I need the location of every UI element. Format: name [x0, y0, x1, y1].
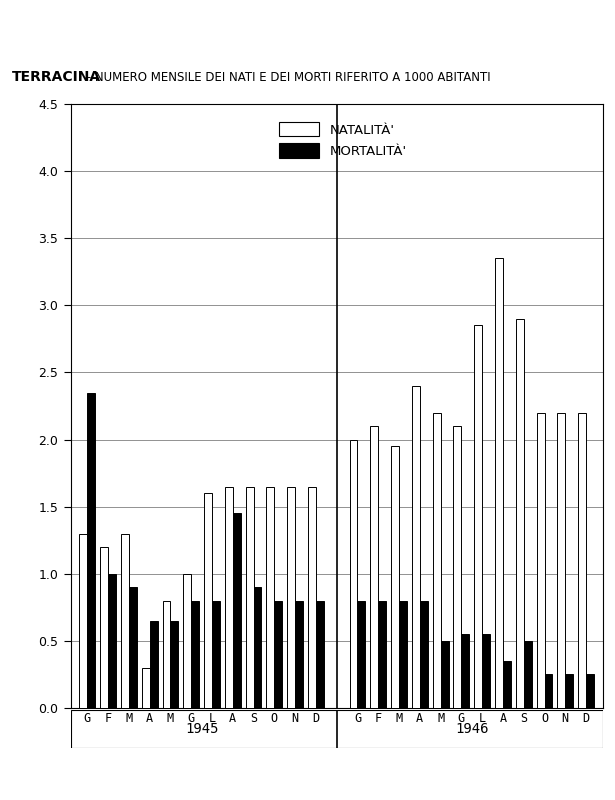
Text: 1945: 1945	[185, 722, 218, 736]
Bar	[391, 446, 399, 708]
Bar	[87, 393, 95, 708]
Bar	[170, 621, 178, 708]
Bar	[453, 426, 461, 708]
Bar	[100, 547, 108, 708]
Bar	[121, 534, 129, 708]
Bar	[191, 601, 199, 708]
Bar	[149, 621, 157, 708]
Bar	[495, 258, 503, 708]
Text: 1946: 1946	[455, 722, 488, 736]
Bar	[433, 413, 440, 708]
Bar	[287, 486, 295, 708]
Bar	[246, 486, 253, 708]
Bar	[503, 661, 511, 708]
Bar	[482, 634, 490, 708]
Bar	[357, 601, 365, 708]
Bar	[399, 601, 407, 708]
Bar	[108, 574, 116, 708]
Bar	[316, 601, 324, 708]
Bar	[557, 413, 565, 708]
Bar	[370, 426, 378, 708]
Bar	[308, 486, 316, 708]
Bar	[349, 439, 357, 708]
Text: TERRACINA: TERRACINA	[12, 70, 101, 84]
Bar	[461, 634, 469, 708]
Bar	[212, 601, 220, 708]
Bar	[204, 494, 212, 708]
Bar	[295, 601, 303, 708]
Bar	[524, 641, 531, 708]
Bar	[516, 318, 524, 708]
Bar	[79, 534, 87, 708]
Bar	[233, 514, 240, 708]
Bar	[274, 601, 282, 708]
Bar	[420, 601, 427, 708]
Bar	[225, 486, 233, 708]
Bar	[474, 326, 482, 708]
Bar	[266, 486, 274, 708]
Bar	[253, 587, 261, 708]
Bar	[544, 674, 552, 708]
Bar	[537, 413, 544, 708]
Bar	[586, 674, 594, 708]
Bar	[129, 587, 137, 708]
Bar	[162, 601, 170, 708]
Bar	[412, 386, 420, 708]
Bar	[578, 413, 586, 708]
Text: - NUMERO MENSILE DEI NATI E DEI MORTI RIFERITO A 1000 ABITANTI: - NUMERO MENSILE DEI NATI E DEI MORTI RI…	[83, 71, 491, 84]
Bar	[565, 674, 573, 708]
Bar	[142, 668, 149, 708]
Bar	[440, 641, 448, 708]
Legend: NATALITÀ', MORTALITÀ': NATALITÀ', MORTALITÀ'	[274, 117, 412, 163]
Bar	[183, 574, 191, 708]
Bar	[378, 601, 386, 708]
